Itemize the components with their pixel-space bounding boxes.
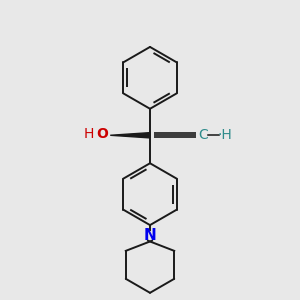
Text: H: H bbox=[84, 127, 94, 141]
Text: ·H: ·H bbox=[218, 128, 232, 142]
Text: C: C bbox=[198, 128, 208, 142]
Text: O: O bbox=[96, 127, 108, 141]
Polygon shape bbox=[110, 133, 150, 138]
Text: N: N bbox=[144, 228, 156, 243]
